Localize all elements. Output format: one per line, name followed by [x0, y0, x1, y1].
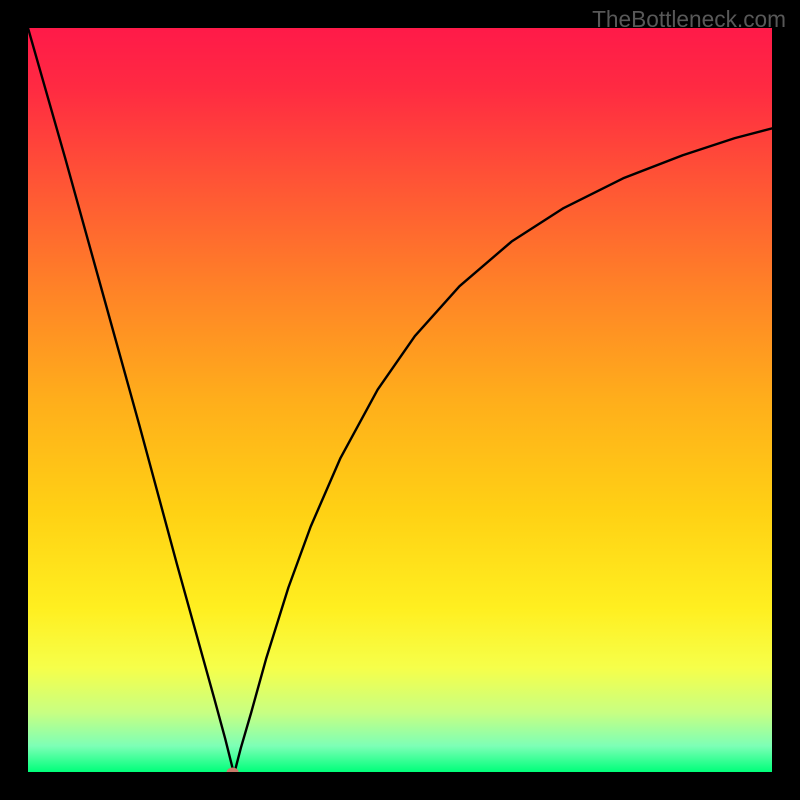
- curve-right-branch: [236, 128, 772, 768]
- bottleneck-curve: [28, 28, 772, 772]
- plot-area: [28, 28, 772, 772]
- watermark-text: TheBottleneck.com: [592, 6, 786, 33]
- curve-left-branch: [28, 28, 233, 768]
